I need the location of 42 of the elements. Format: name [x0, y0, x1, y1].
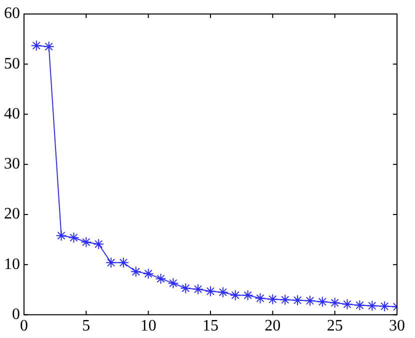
point: [168, 278, 179, 289]
point: [304, 295, 316, 306]
point: [267, 294, 278, 305]
point: [43, 41, 54, 52]
point: [280, 294, 291, 306]
point: [93, 238, 104, 250]
point: [80, 236, 92, 248]
point: [354, 300, 366, 311]
x-tick-label: 30: [389, 318, 405, 335]
point: [155, 273, 166, 284]
point: [292, 294, 304, 306]
y-tick-label: 30: [4, 156, 20, 173]
point: [379, 300, 390, 312]
point: [106, 257, 117, 268]
point: [192, 284, 204, 295]
point: [68, 232, 80, 244]
point: [130, 266, 142, 278]
point: [217, 286, 228, 298]
x-tick-label: 25: [326, 318, 343, 335]
x-tick-label: 15: [202, 318, 218, 335]
point: [230, 290, 241, 301]
y-tick-label: 40: [4, 105, 20, 122]
y-tick-label: 50: [4, 55, 20, 72]
point: [329, 297, 340, 308]
point: [30, 40, 42, 52]
point: [342, 298, 353, 310]
y-tick-label: 0: [12, 306, 20, 324]
point: [142, 268, 154, 280]
x-tick-label: 20: [264, 318, 281, 335]
point: [366, 300, 378, 312]
point: [316, 296, 328, 308]
point: [56, 230, 67, 242]
x-tick-label: 5: [82, 318, 90, 335]
point: [118, 257, 129, 268]
point: [254, 292, 266, 304]
y-tick-label: 10: [4, 256, 20, 273]
y-tick-label: 60: [4, 5, 20, 22]
point: [242, 290, 254, 301]
x-tick-label: 10: [140, 318, 156, 335]
point: [205, 286, 216, 297]
y-tick-label: 20: [4, 206, 20, 223]
point: [180, 282, 192, 294]
